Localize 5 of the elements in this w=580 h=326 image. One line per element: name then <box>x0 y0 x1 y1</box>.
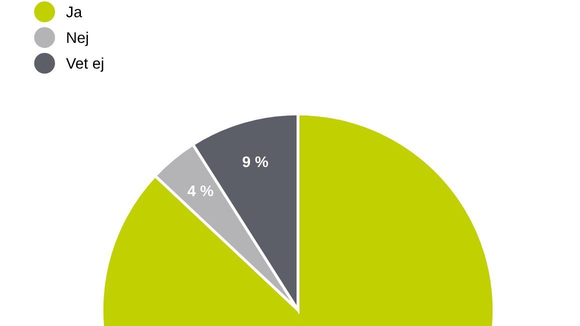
legend-label: Ja <box>66 6 82 18</box>
data-label: 4 % <box>188 185 214 196</box>
data-label: 9 % <box>242 156 268 168</box>
legend-label: Nej <box>67 32 88 46</box>
legend-label: Vet ej <box>66 58 104 72</box>
